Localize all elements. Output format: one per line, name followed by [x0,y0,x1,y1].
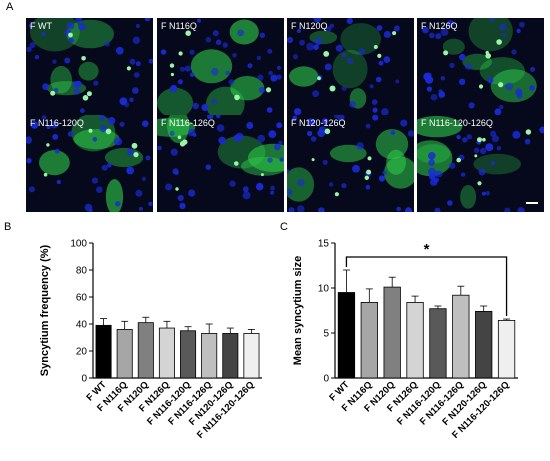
micrograph-tile: F N126Q [417,18,544,115]
micrograph-tile: F N116-126Q [157,115,284,212]
micrograph-tile: F N120Q [287,18,414,115]
fluorescence-image [417,18,544,115]
significance-bracket [345,256,508,317]
micrograph-label: F WT [30,21,52,31]
y-tick-label: 5 [323,329,329,340]
micrograph-tile: F N116-120Q [26,115,153,212]
y-tick-label: 0 [323,374,329,385]
y-axis-label: Syncytium frequency (%) [39,244,51,376]
bar [429,308,447,379]
y-tick-label: 10 [318,284,330,295]
y-tick-label: 60 [76,293,88,304]
micrograph-tile: F N116Q [157,18,284,115]
y-tick-label: 0 [81,374,87,385]
bar [452,294,470,379]
fluorescence-image [417,115,544,212]
micrograph-tile: F WT [26,18,153,115]
y-tick-label: 100 [70,239,87,250]
micrograph-label: F N120Q [291,21,328,31]
fluorescence-image [287,18,414,115]
fluorescence-image [287,115,414,212]
micrograph-label: F N116-126Q [161,118,215,128]
micrograph-label: F N120-126Q [291,118,346,128]
y-tick-label: 40 [76,320,88,331]
fluorescence-image [26,115,153,212]
bar [497,319,516,379]
fluorescence-image [157,115,284,212]
panel-label-a: A [6,1,14,13]
scale-bar [526,202,538,204]
y-tick-label: 80 [76,266,88,277]
bar [383,286,401,379]
y-tick-label: 15 [318,239,330,250]
bar [475,310,493,379]
micrograph-label: F N126Q [421,21,458,31]
micrograph-label: F N116-120Q [30,118,84,128]
micrograph-tile: F N116-120-126Q [417,115,544,212]
panel-label-c: C [280,221,288,233]
fluorescence-image [26,18,153,115]
fluorescence-image [157,18,284,115]
significance-marker: * [424,241,430,258]
micrograph-label: F N116-120-126Q [421,118,493,128]
y-axis-label: Mean syncytium size [292,256,304,365]
micrograph-label: F N116Q [161,21,197,31]
y-tick-label: 20 [76,347,88,358]
bar [337,292,356,379]
panel-label-b: B [4,221,12,233]
micrograph-tile: F N120-126Q [287,115,414,212]
bar [360,301,378,379]
bar [406,301,424,379]
